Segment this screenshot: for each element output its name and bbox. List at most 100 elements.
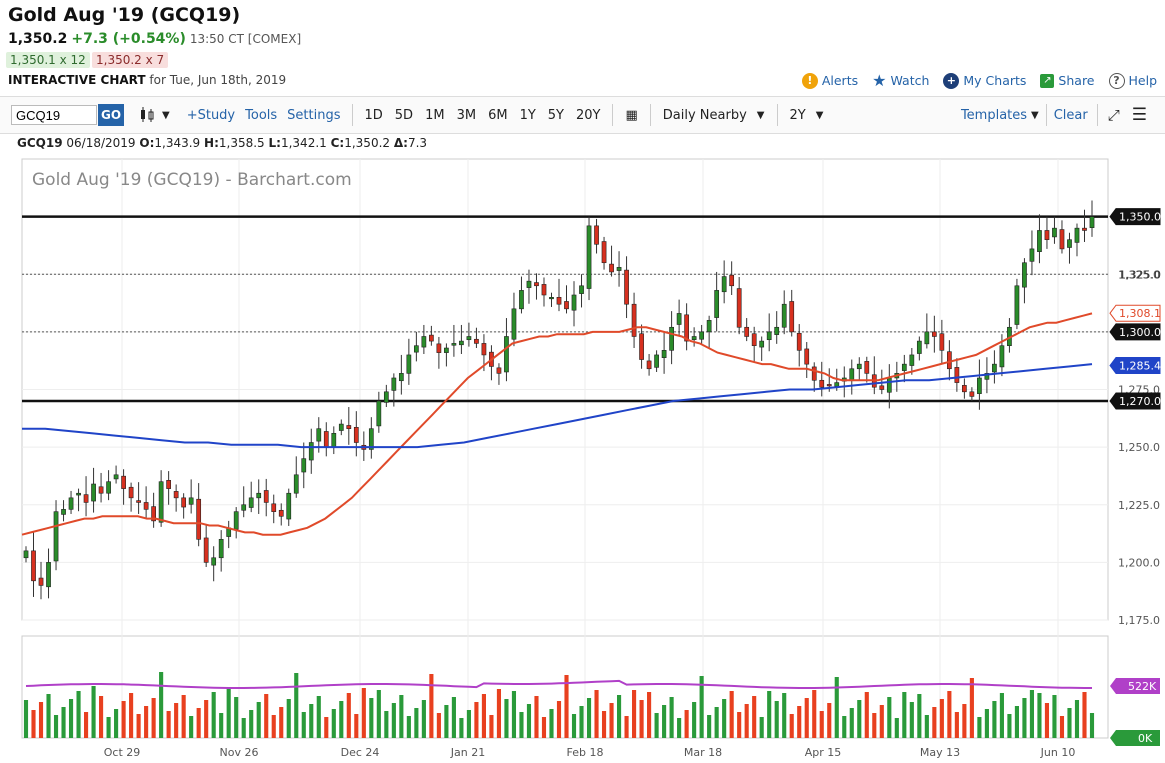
candle-body bbox=[61, 509, 66, 515]
period-1y[interactable]: 1Y bbox=[519, 107, 536, 123]
candle-body bbox=[496, 367, 502, 374]
chevron-down-icon: ▼ bbox=[162, 109, 170, 121]
candle-body bbox=[916, 340, 922, 354]
price-label: 1,270.0 bbox=[1109, 392, 1161, 410]
candle-body bbox=[301, 458, 307, 473]
candle-body bbox=[166, 480, 171, 489]
clear-button[interactable]: Clear bbox=[1053, 107, 1088, 123]
share-link[interactable]: ↗ Share bbox=[1040, 71, 1095, 90]
menu-icon[interactable]: ☰ bbox=[1131, 105, 1147, 125]
price-chart[interactable]: Oct 29 Nov 26 Dec 24 Jan 21 Feb 18 Mar 18 Apr … bbox=[0, 150, 1165, 763]
candle-body bbox=[729, 274, 735, 287]
volume-bar bbox=[1022, 698, 1027, 738]
volume-bar bbox=[144, 706, 149, 738]
candle-body bbox=[323, 431, 329, 448]
candle-body bbox=[977, 377, 982, 394]
volume-bar bbox=[774, 701, 779, 738]
ohlc-close: 1,350.2 bbox=[344, 136, 391, 150]
volume-bar bbox=[534, 696, 539, 738]
aggregation-select[interactable]: Daily Nearby ▼ bbox=[657, 108, 771, 123]
volume-bar bbox=[38, 702, 44, 738]
chevron-down-icon: ▼ bbox=[756, 109, 765, 121]
candle-body bbox=[931, 331, 937, 337]
volume-bar bbox=[699, 676, 704, 738]
volume-bar bbox=[984, 709, 989, 738]
candle-body bbox=[203, 537, 209, 563]
my-charts-link[interactable]: + My Charts bbox=[943, 71, 1026, 90]
study-button[interactable]: +Study bbox=[186, 107, 236, 123]
period-1m[interactable]: 1M bbox=[425, 107, 445, 123]
candle-body bbox=[954, 367, 960, 383]
candle-body bbox=[113, 474, 119, 480]
volume-bar bbox=[189, 716, 194, 738]
volume-bar bbox=[211, 692, 216, 738]
period-5d[interactable]: 5D bbox=[394, 107, 414, 123]
tools-button[interactable]: Tools bbox=[245, 107, 278, 123]
volume-bar bbox=[864, 692, 869, 738]
period-5y[interactable]: 5Y bbox=[547, 107, 564, 123]
volume-bar bbox=[76, 691, 81, 738]
alerts-label: Alerts bbox=[821, 73, 859, 88]
templates-select[interactable]: Templates ▼ bbox=[956, 108, 1044, 123]
period-3m[interactable]: 3M bbox=[456, 107, 477, 123]
price-change: +7.3 (+0.54%) bbox=[71, 31, 186, 47]
go-button[interactable]: GO bbox=[98, 104, 124, 126]
ohlc-symbol: GCQ19 bbox=[17, 136, 63, 150]
watch-label: Watch bbox=[890, 73, 930, 88]
candle-body bbox=[669, 326, 674, 351]
volume-bar bbox=[83, 712, 89, 738]
aggregation-value: Daily Nearby bbox=[662, 107, 747, 123]
chart-type-button[interactable]: ▼ bbox=[132, 107, 176, 123]
volume-bar bbox=[579, 706, 584, 738]
candle-body bbox=[98, 486, 104, 494]
settings-button[interactable]: Settings bbox=[287, 107, 341, 123]
candle-body bbox=[879, 385, 885, 390]
range-select[interactable]: 2Y ▼ bbox=[784, 108, 830, 123]
watch-link[interactable]: ★ Watch bbox=[872, 71, 929, 90]
volume-bar bbox=[977, 717, 982, 738]
y-tick-label: 1,175.0 bbox=[1118, 614, 1160, 627]
expand-icon[interactable]: ⤢ bbox=[1107, 106, 1120, 124]
volume-bar bbox=[1052, 695, 1057, 738]
volume-bar bbox=[767, 691, 772, 738]
volume-bar bbox=[384, 711, 389, 738]
help-link[interactable]: ? Help bbox=[1108, 71, 1157, 90]
candle-body bbox=[376, 400, 382, 427]
volume-bar bbox=[369, 698, 374, 738]
candle-body bbox=[804, 348, 810, 365]
candle-body bbox=[609, 263, 614, 273]
candle-body bbox=[68, 497, 74, 510]
candle-body bbox=[721, 276, 727, 293]
candle-body bbox=[504, 336, 509, 373]
candle-body bbox=[714, 290, 720, 318]
divider bbox=[351, 104, 353, 126]
period-20y[interactable]: 20Y bbox=[576, 107, 601, 123]
candle-body bbox=[181, 497, 187, 508]
ma50-line bbox=[21, 312, 1093, 536]
calendar-icon[interactable]: ▦ bbox=[625, 107, 638, 123]
volume-bar bbox=[526, 704, 532, 738]
period-1d[interactable]: 1D bbox=[364, 107, 383, 123]
symbol-input[interactable] bbox=[11, 105, 97, 125]
volume-bar bbox=[316, 696, 321, 738]
volume-bar bbox=[1082, 692, 1087, 738]
candle-body bbox=[121, 475, 126, 489]
candle-body bbox=[173, 491, 179, 499]
candle-body bbox=[541, 284, 547, 296]
candle-body bbox=[83, 494, 89, 503]
candle-body bbox=[151, 506, 156, 522]
alerts-link[interactable]: ! Alerts bbox=[801, 71, 859, 90]
volume-bar bbox=[549, 709, 554, 738]
price-label-text: 1,270.0 bbox=[1119, 395, 1161, 408]
candle-body bbox=[1067, 239, 1072, 248]
x-tick-label: May 13 bbox=[920, 746, 960, 759]
volume-bar bbox=[324, 717, 329, 738]
volume-bar bbox=[609, 703, 614, 738]
candle-body bbox=[781, 303, 787, 328]
volume-bar bbox=[466, 710, 471, 738]
volume-bar bbox=[331, 709, 336, 738]
volume-bar bbox=[196, 708, 201, 738]
volume-bar bbox=[639, 700, 644, 738]
volume-bar bbox=[159, 672, 164, 738]
period-6m[interactable]: 6M bbox=[488, 107, 508, 123]
